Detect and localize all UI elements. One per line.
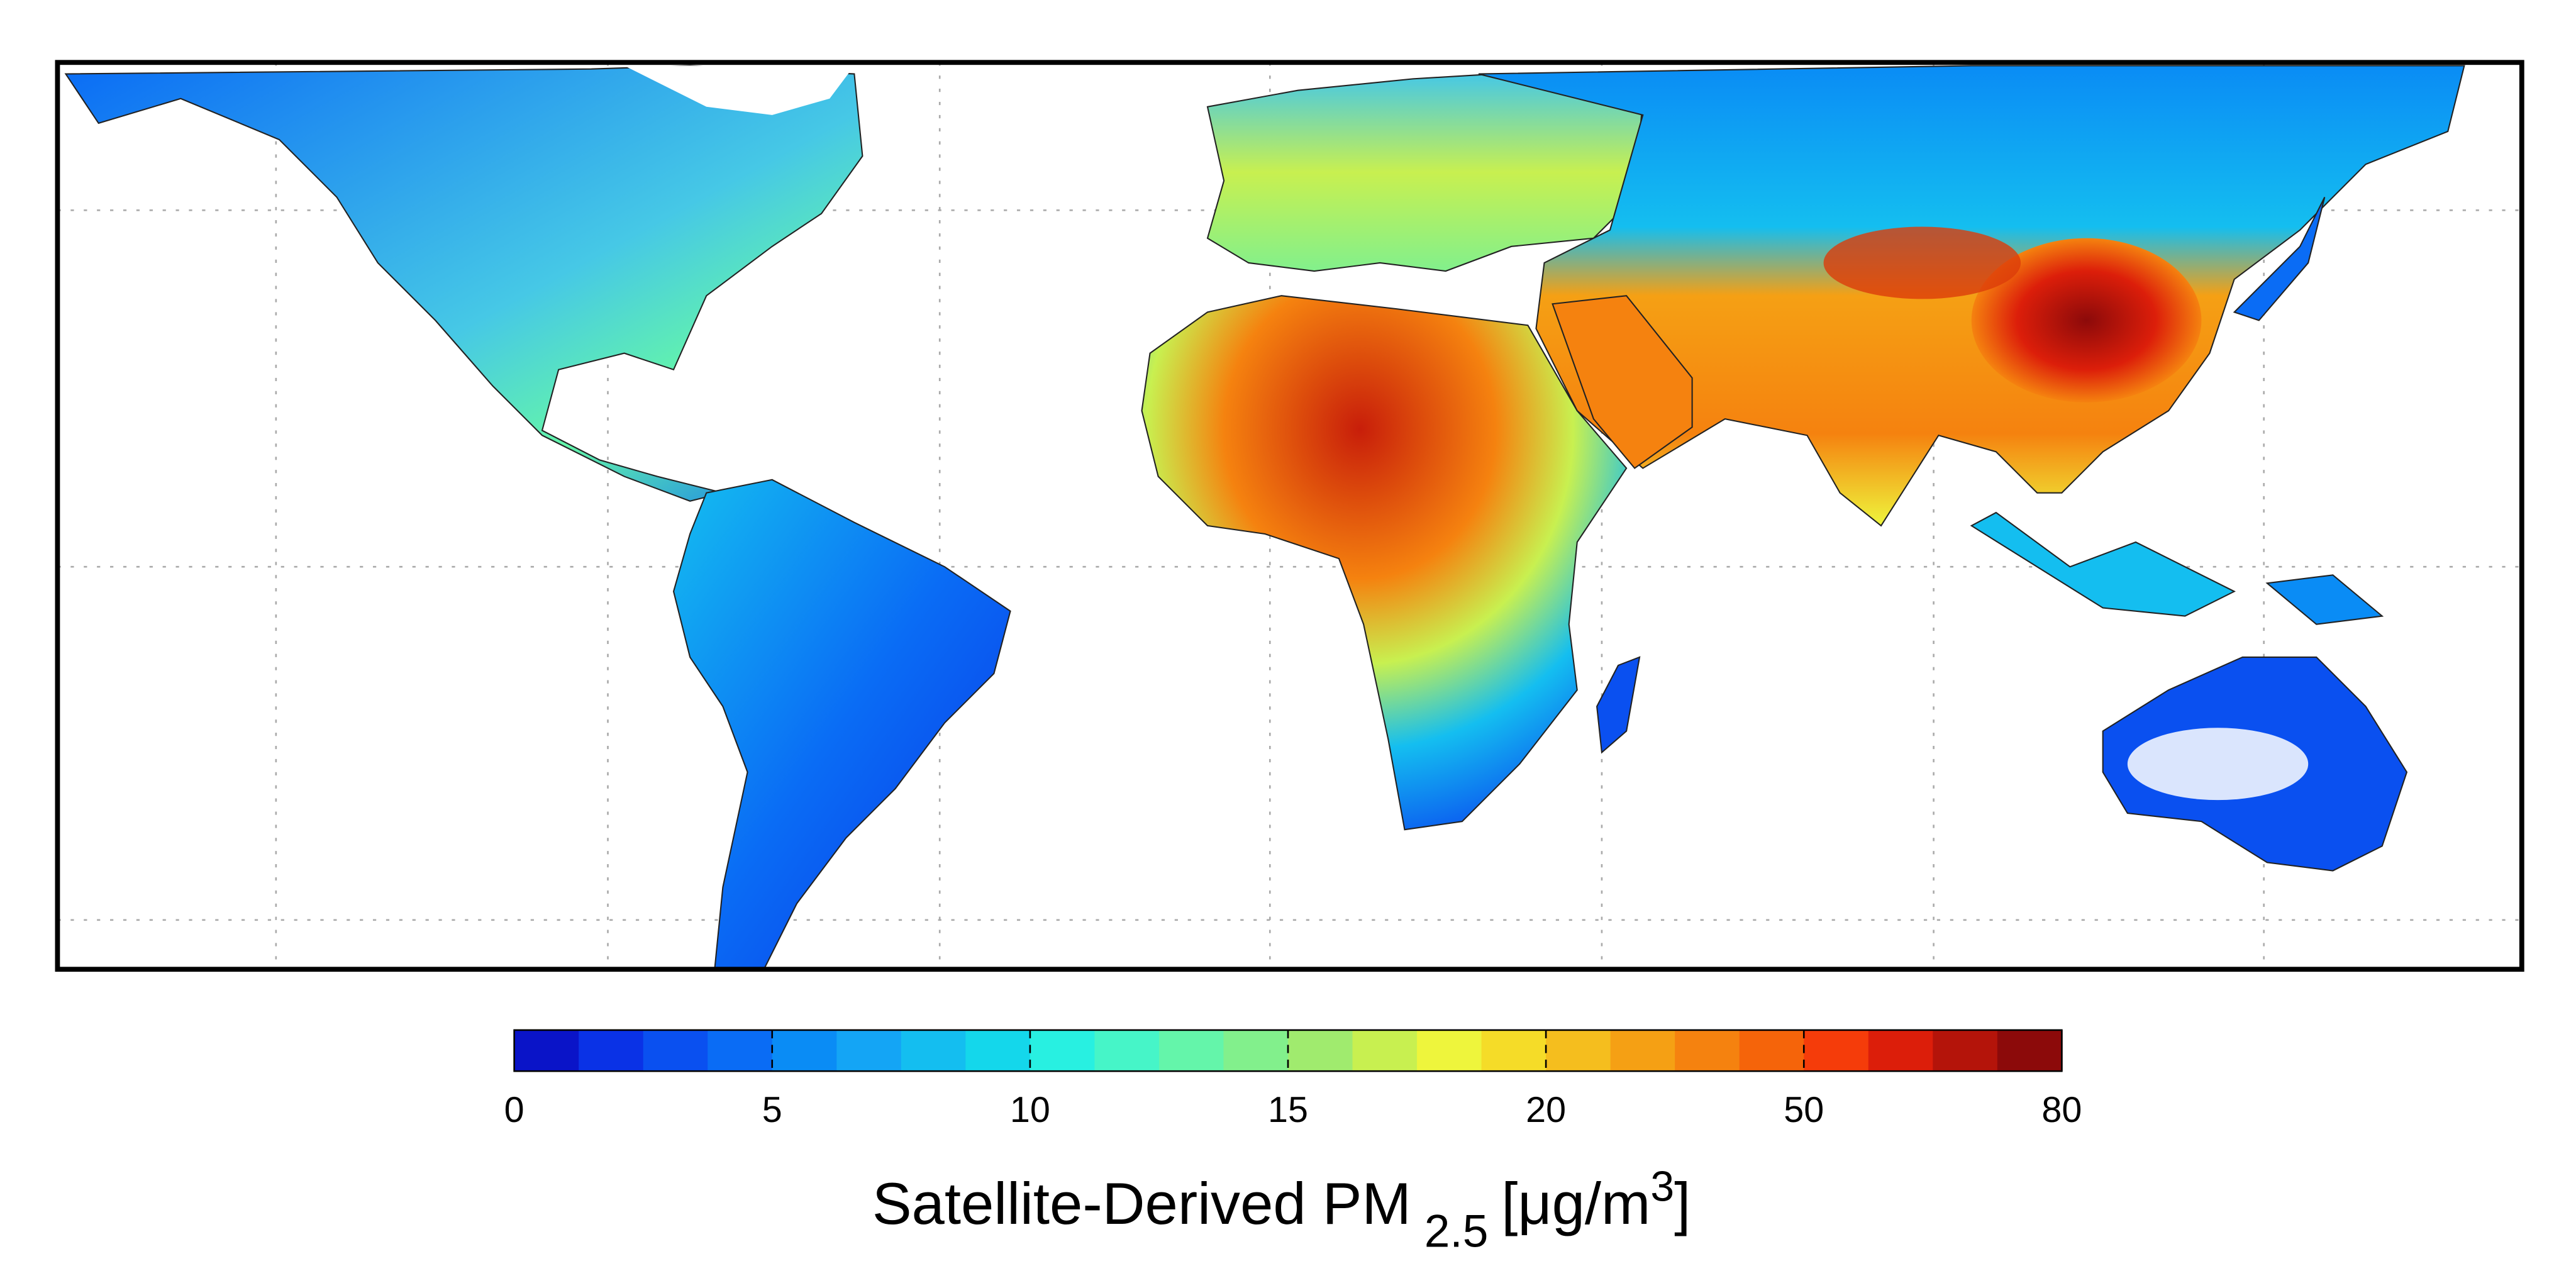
east-asia-hotspot: [1971, 238, 2202, 402]
label-text: Satellite-Derived PM: [872, 1170, 1411, 1236]
colorbar-segment: [708, 1030, 774, 1072]
madagascar: [1596, 656, 1641, 754]
colorbar-segment: [1030, 1030, 1096, 1072]
label-superscript: 3: [1650, 1163, 1674, 1211]
colorbar-tick-label: 0: [504, 1090, 525, 1130]
colorbar-segment: [1804, 1030, 1870, 1072]
colorbar-tick-label: 50: [1784, 1090, 1824, 1130]
colorbar-segment: [1739, 1030, 1805, 1072]
arabia: [1552, 295, 1693, 469]
japan: [2233, 197, 2326, 321]
colorbar-tick-label: 5: [762, 1090, 782, 1130]
colorbar-segment: [1352, 1030, 1418, 1072]
colorbar-tick-label: 15: [1268, 1090, 1308, 1130]
map-frame: [55, 60, 2524, 972]
colorbar-segment: [514, 1030, 580, 1072]
colorbar-segment: [1610, 1030, 1676, 1072]
label-close: ]: [1674, 1170, 1690, 1236]
colorbar-tick-label: 20: [1526, 1090, 1566, 1130]
colorbar-segment: [1417, 1030, 1482, 1072]
new-guinea: [2265, 574, 2384, 625]
colorbar-segment: [1546, 1030, 1611, 1072]
colorbar-segment: [1288, 1030, 1353, 1072]
colorbar-segment: [772, 1030, 838, 1072]
colorbar-tick-label: 80: [2041, 1090, 2082, 1130]
map: [57, 62, 2522, 970]
colorbar-label: Satellite-Derived PM 2.5 [μg/m3]: [872, 1163, 1690, 1257]
north-america: [64, 65, 863, 502]
colorbar-segment: [836, 1030, 902, 1072]
australia-interior: [2127, 728, 2309, 801]
colorbar-segment: [965, 1030, 1031, 1072]
colorbar-segment: [1481, 1030, 1547, 1072]
colorbar-segment: [1675, 1030, 1741, 1072]
central-asia-hotspot: [1823, 226, 2021, 299]
colorbar-segment: [1094, 1030, 1160, 1072]
colorbar-segment: [1223, 1030, 1289, 1072]
south-america: [672, 479, 1011, 970]
asia: [1478, 65, 2465, 527]
africa: [1141, 295, 1628, 831]
colorbar: 0 5 10 15 20 50 80: [504, 1029, 2082, 1130]
label-unit: [μg/m: [1501, 1170, 1650, 1236]
colorbar-segment: [901, 1030, 967, 1072]
colorbar-segment: [1997, 1030, 2063, 1072]
colorbar-segment: [1158, 1030, 1224, 1072]
europe: [1206, 73, 1644, 272]
greenland-gap: [624, 65, 855, 115]
indonesia: [1970, 511, 2236, 617]
colorbar-segment: [1933, 1030, 1999, 1072]
colorbar-tick-label: 10: [1010, 1090, 1050, 1130]
colorbar-segment: [643, 1030, 709, 1072]
label-subscript: 2.5: [1424, 1206, 1489, 1257]
colorbar-segment: [579, 1030, 644, 1072]
colorbar-segment: [1868, 1030, 1934, 1072]
